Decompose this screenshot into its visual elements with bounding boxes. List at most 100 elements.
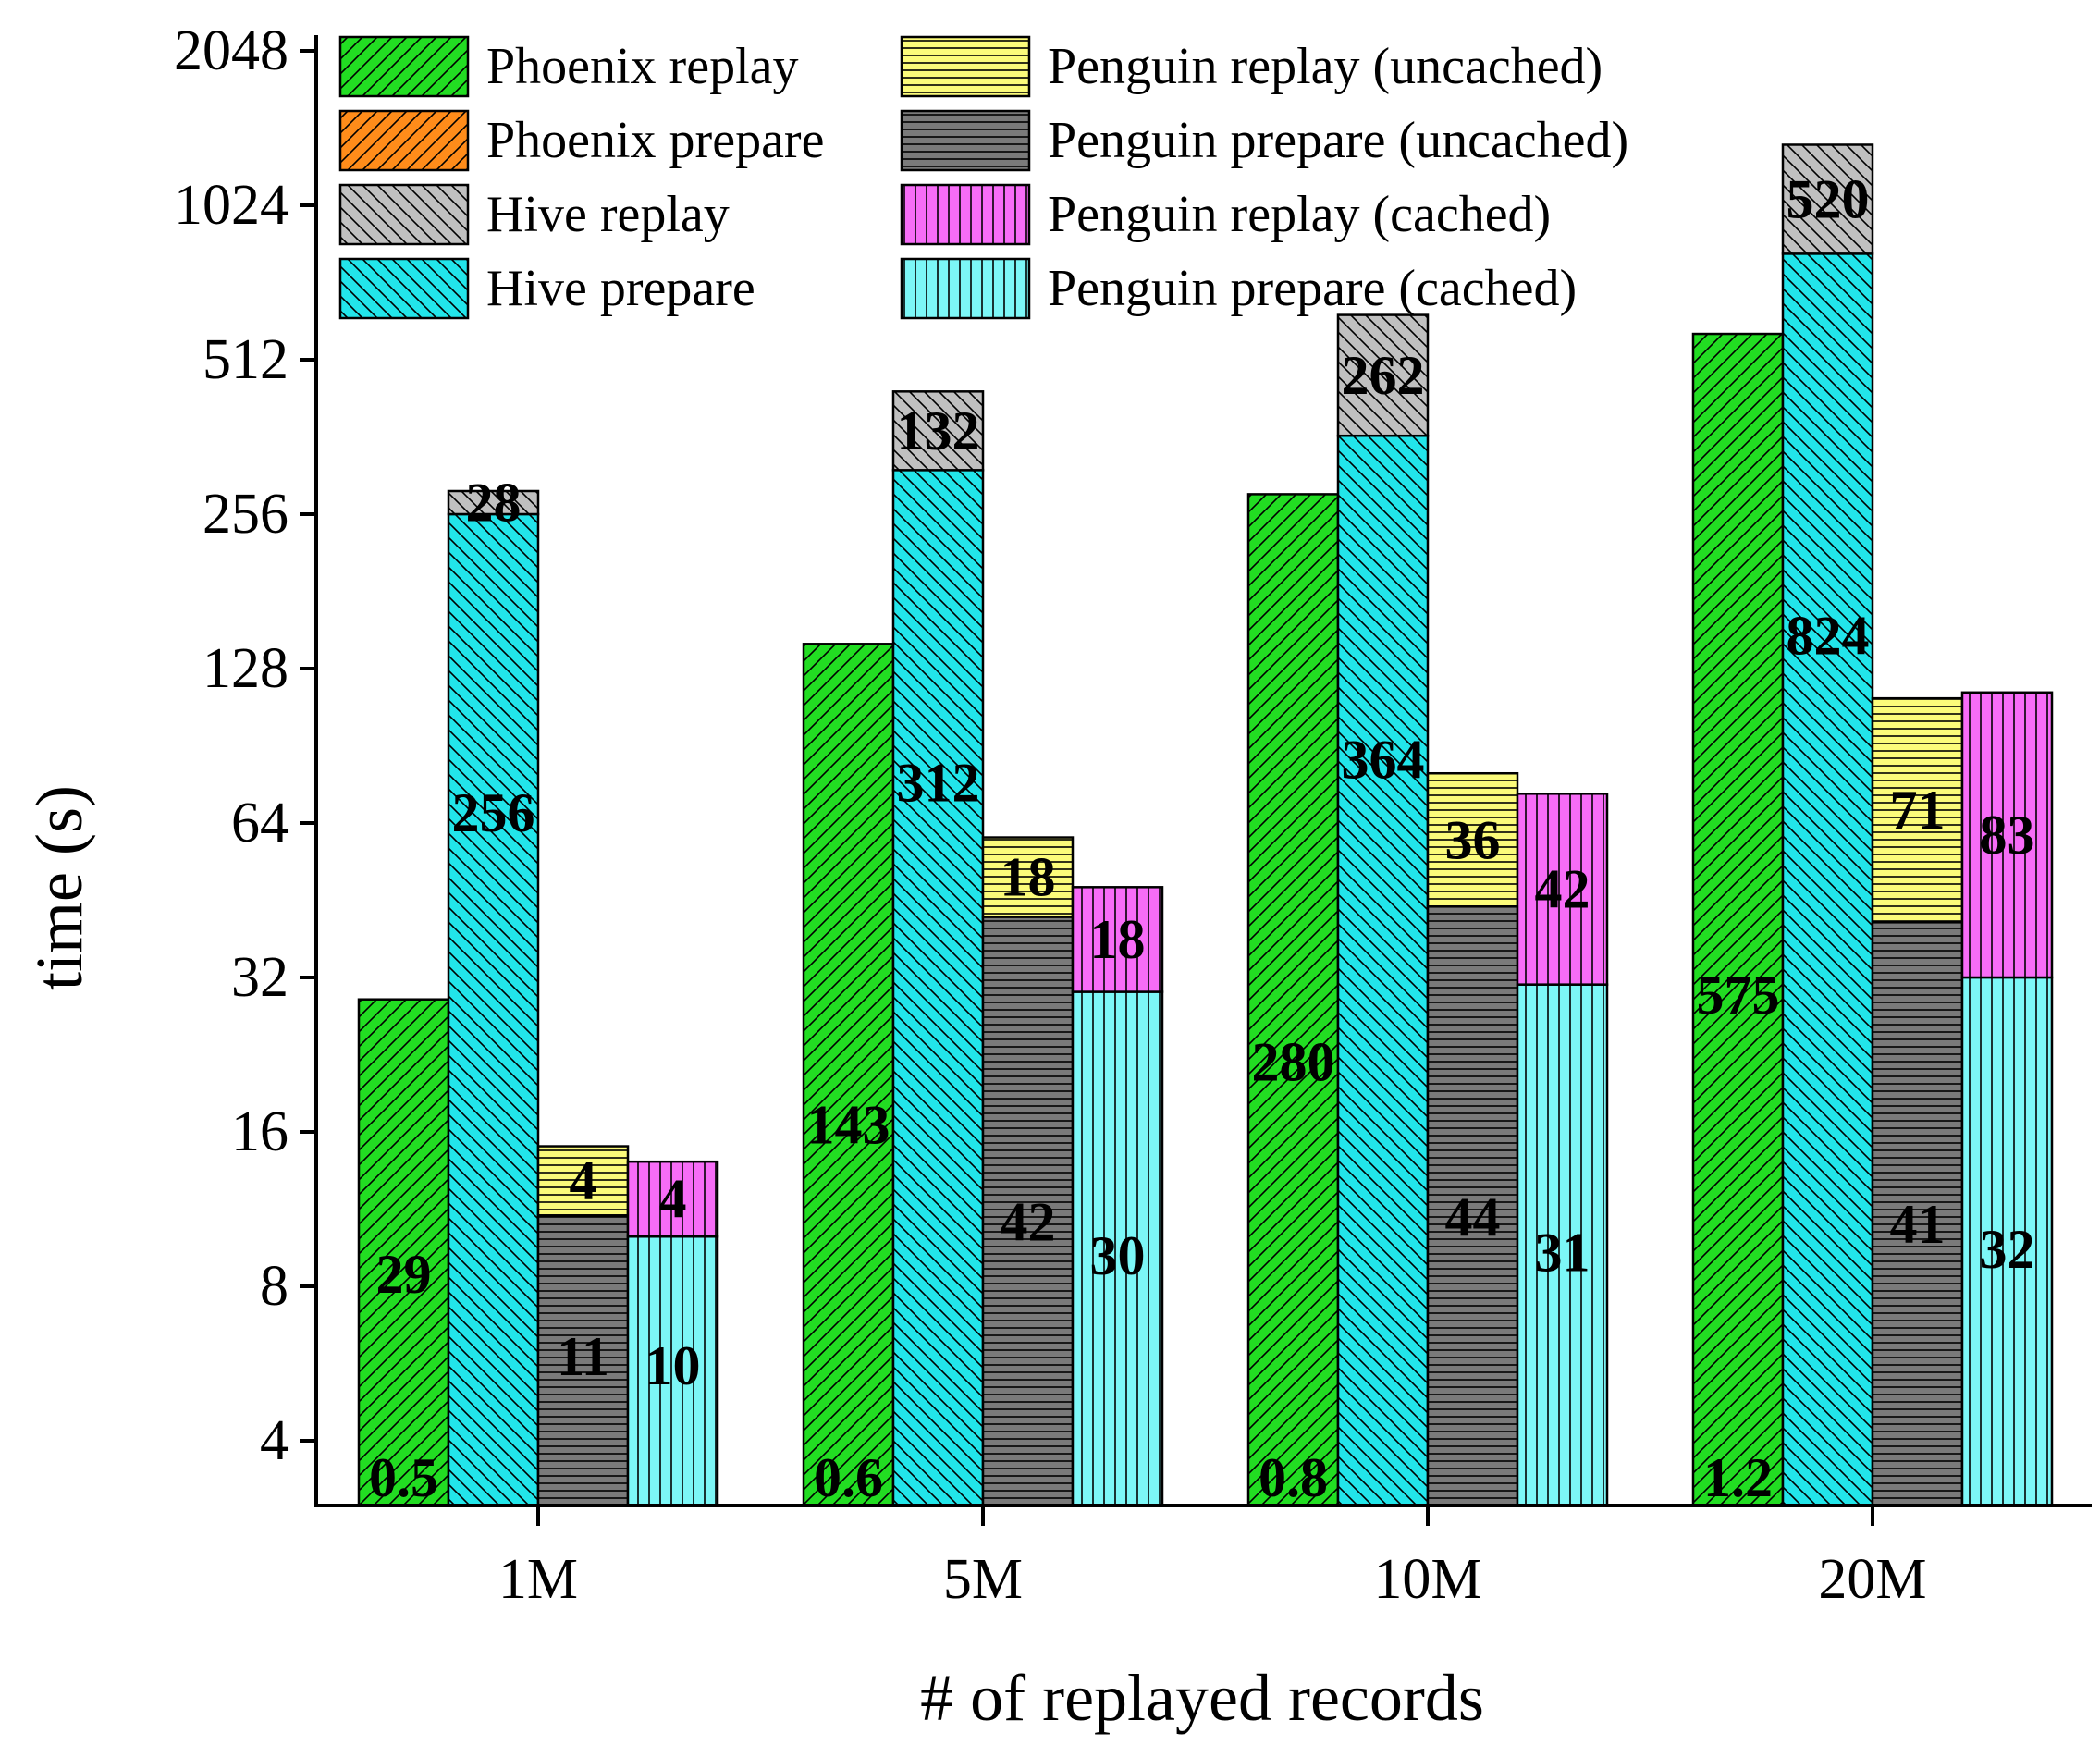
bar-penguin-prepare-cached-10m (1516, 983, 1609, 1507)
y-axis-title: time (s) (22, 785, 96, 990)
bar-phoenix-replay-20m (1691, 332, 1785, 1507)
legend-swatch (900, 183, 1031, 246)
y-tick-label: 512 (203, 328, 289, 391)
bar-penguin-replay-cached-5m (1071, 886, 1164, 993)
data-label-penguin-replay-cached-20m: 83 (1980, 805, 2035, 866)
legend-swatch (338, 109, 470, 172)
bar-phoenix-replay-5m (802, 643, 895, 1507)
bar-hive-replay-10m (1336, 313, 1430, 437)
legend-item-phoenix-prepare: Phoenix prepare (338, 109, 824, 172)
data-label-phoenix-prepare-5m: 0.6 (814, 1447, 883, 1508)
data-label-phoenix-prepare-20m: 1.2 (1703, 1447, 1773, 1508)
data-label-hive-prepare-5m: 312 (897, 753, 980, 814)
legend-label: Phoenix replay (486, 38, 798, 95)
legend-swatch (338, 183, 470, 246)
bar-penguin-prepare-uncached-20m (1871, 921, 1964, 1507)
y-tick-label: 2048 (174, 19, 289, 82)
legend-item-phoenix-replay: Phoenix replay (338, 35, 798, 98)
legend-swatch (900, 109, 1031, 172)
data-label-penguin-prepare-cached-1m: 10 (645, 1335, 701, 1396)
legend-item-penguin-prepare-cached: Penguin prepare (cached) (900, 257, 1577, 320)
y-tick-label: 64 (231, 792, 289, 854)
data-label-penguin-prepare-uncached-20m: 41 (1890, 1194, 1946, 1255)
data-label-penguin-replay-uncached-1m: 4 (570, 1150, 597, 1211)
data-label-phoenix-prepare-10m: 0.8 (1259, 1447, 1328, 1508)
data-label-hive-prepare-10m: 364 (1342, 729, 1425, 790)
data-label-hive-replay-1m: 28 (466, 472, 522, 533)
bar-phoenix-replay-1m (357, 998, 450, 1507)
bar-penguin-prepare-uncached-5m (981, 916, 1075, 1507)
data-label-hive-prepare-1m: 256 (452, 782, 535, 843)
y-tick-label: 8 (260, 1255, 289, 1318)
data-label-hive-replay-20m: 520 (1787, 168, 1870, 229)
legend-swatch (338, 35, 470, 98)
bar-phoenix-replay-10m (1246, 493, 1340, 1507)
bar-hive-replay-1m (447, 489, 540, 516)
data-label-penguin-replay-cached-5m: 18 (1090, 909, 1146, 970)
x-tick-label-5m: 5M (943, 1548, 1023, 1611)
bar-penguin-replay-cached-20m (1960, 691, 2054, 979)
bar-hive-prepare-20m (1781, 252, 1874, 1507)
data-label-phoenix-replay-10m: 280 (1252, 1032, 1335, 1093)
bar-penguin-replay-cached-10m (1516, 793, 1609, 986)
data-label-phoenix-prepare-1m: 0.5 (369, 1447, 438, 1508)
data-label-hive-replay-10m: 262 (1342, 345, 1425, 406)
legend-label: Penguin replay (cached) (1048, 186, 1551, 243)
data-label-phoenix-replay-20m: 575 (1697, 965, 1780, 1026)
legend-item-hive-prepare: Hive prepare (338, 257, 755, 320)
bar-penguin-replay-cached-1m (626, 1160, 719, 1238)
legend-label: Phoenix prepare (486, 112, 824, 169)
y-tick-label: 4 (260, 1409, 289, 1472)
data-label-penguin-replay-uncached-20m: 71 (1890, 780, 1946, 841)
legend-label: Hive replay (486, 186, 730, 243)
bar-penguin-replay-uncached-20m (1871, 696, 1964, 924)
legend-swatch (338, 257, 470, 320)
data-label-hive-replay-5m: 132 (897, 400, 980, 461)
bar-hive-replay-20m (1781, 143, 1874, 255)
bars-layer (357, 143, 2054, 1507)
y-tick-label: 32 (231, 946, 289, 1009)
data-label-penguin-prepare-uncached-5m: 42 (1001, 1192, 1056, 1253)
bar-hive-prepare-1m (447, 512, 540, 1507)
data-label-phoenix-replay-1m: 29 (376, 1244, 432, 1305)
bar-hive-replay-5m (891, 390, 985, 472)
legend-swatch (900, 257, 1031, 320)
legend-item-penguin-replay-uncached: Penguin replay (uncached) (900, 35, 1603, 98)
data-label-penguin-replay-cached-1m: 4 (659, 1169, 687, 1230)
legend-label: Penguin prepare (uncached) (1048, 112, 1628, 169)
data-labels-layer: 29 0.5 256 28 11 4 10 4 143 0.6 312 132 42 18 30 18 280 0… (369, 168, 2035, 1508)
data-label-penguin-replay-cached-10m: 42 (1535, 858, 1590, 919)
bar-penguin-prepare-cached-5m (1071, 990, 1164, 1507)
legend-swatch (900, 35, 1031, 98)
bar-hive-prepare-5m (891, 469, 985, 1507)
data-label-penguin-replay-uncached-10m: 36 (1445, 809, 1501, 870)
data-label-penguin-prepare-uncached-10m: 44 (1445, 1187, 1501, 1248)
axes-layer: 4 8 16 32 64 128 256 512 1024 2048 1M 5M 10M 20M (174, 19, 2092, 1611)
data-label-penguin-prepare-cached-5m: 30 (1090, 1225, 1146, 1286)
legend: Phoenix replay Phoenix prepare Hive replay… (338, 35, 1628, 320)
y-tick-label: 128 (203, 637, 289, 700)
legend-item-hive-replay: Hive replay (338, 183, 730, 246)
bar-penguin-replay-uncached-5m (981, 836, 1075, 918)
y-tick-label: 1024 (174, 174, 289, 237)
bar-penguin-replay-uncached-10m (1426, 771, 1519, 908)
x-axis-title: # of replayed records (920, 1661, 1484, 1735)
data-label-penguin-prepare-cached-20m: 32 (1980, 1219, 2035, 1280)
data-label-penguin-replay-uncached-5m: 18 (1001, 847, 1056, 908)
data-label-penguin-prepare-cached-10m: 31 (1535, 1222, 1590, 1283)
bar-hive-prepare-10m (1336, 434, 1430, 1507)
data-label-hive-prepare-20m: 824 (1787, 606, 1870, 667)
y-tick-label: 16 (231, 1100, 289, 1163)
x-tick-label-10m: 10M (1373, 1548, 1481, 1611)
legend-item-penguin-prepare-uncached: Penguin prepare (uncached) (900, 109, 1628, 172)
legend-label: Penguin replay (uncached) (1048, 38, 1603, 95)
legend-label: Penguin prepare (cached) (1048, 260, 1577, 317)
x-tick-label-20m: 20M (1818, 1548, 1926, 1611)
legend-item-penguin-replay-cached: Penguin replay (cached) (900, 183, 1551, 246)
x-tick-label-1m: 1M (498, 1548, 578, 1611)
legend-label: Hive prepare (486, 260, 755, 317)
data-label-penguin-prepare-uncached-1m: 11 (557, 1326, 609, 1387)
bar-penguin-prepare-cached-20m (1960, 976, 2054, 1507)
data-label-phoenix-replay-5m: 143 (807, 1095, 890, 1156)
